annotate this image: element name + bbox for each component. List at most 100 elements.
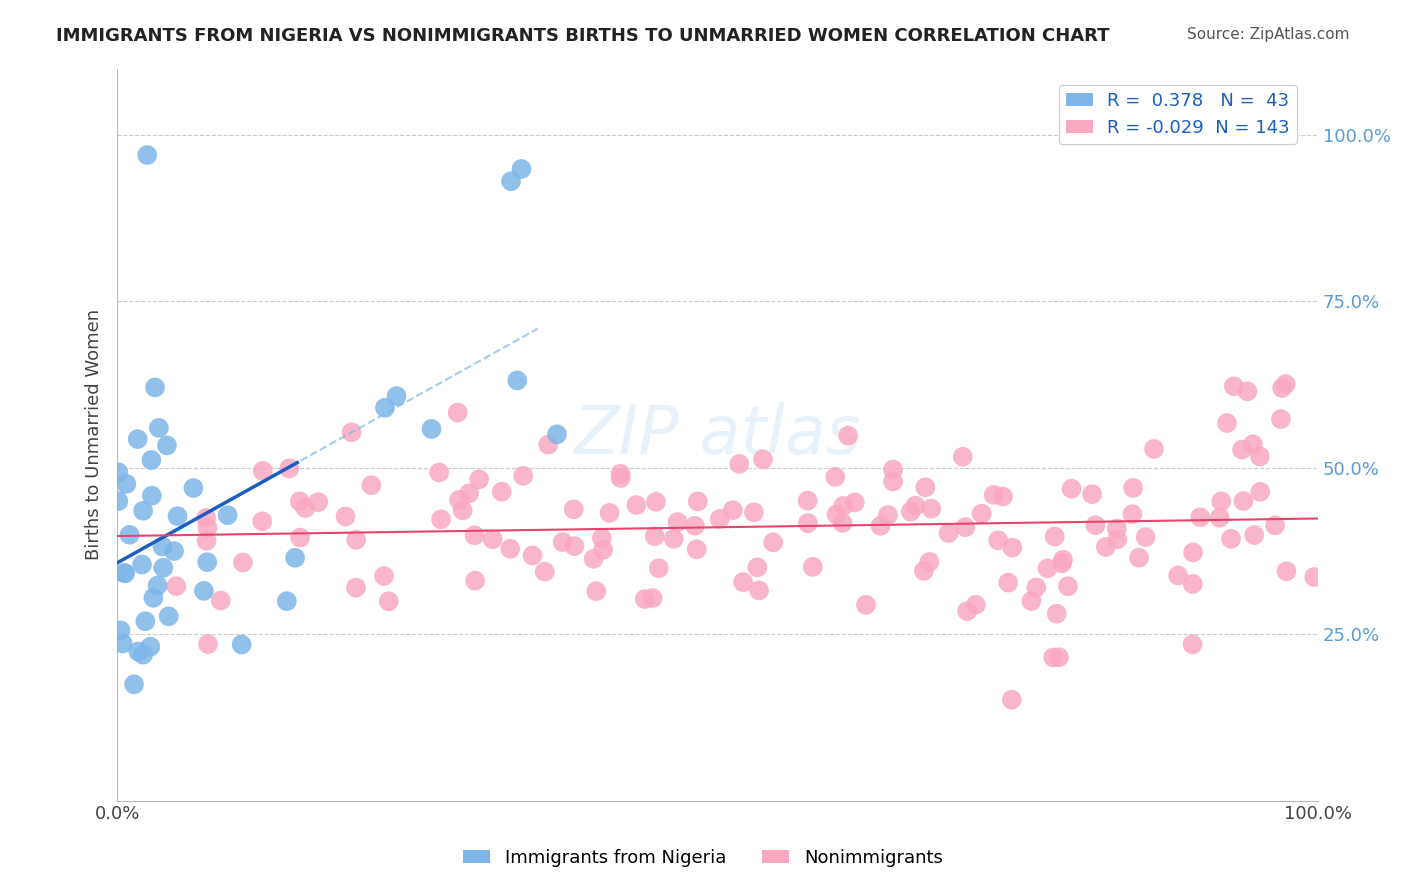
Point	[152, 560, 174, 574]
Point	[644, 529, 666, 543]
Point	[987, 533, 1010, 548]
Point	[748, 583, 770, 598]
Point	[683, 518, 706, 533]
Point	[938, 526, 960, 541]
Point	[900, 505, 922, 519]
Point	[645, 495, 668, 509]
Point	[551, 535, 574, 549]
Point	[193, 583, 215, 598]
Point	[183, 481, 205, 495]
Point	[499, 174, 522, 188]
Point	[114, 566, 136, 581]
Point	[464, 574, 486, 588]
Point	[110, 624, 132, 638]
Point	[1209, 510, 1232, 524]
Point	[1107, 533, 1129, 547]
Point	[288, 494, 311, 508]
Point	[150, 540, 173, 554]
Point	[585, 584, 607, 599]
Point	[641, 591, 664, 605]
Point	[195, 533, 218, 548]
Point	[918, 555, 941, 569]
Point	[195, 511, 218, 525]
Point	[1220, 532, 1243, 546]
Point	[430, 512, 453, 526]
Point	[1001, 541, 1024, 555]
Point	[920, 501, 942, 516]
Point	[1249, 450, 1271, 464]
Point	[1122, 481, 1144, 495]
Point	[447, 405, 470, 419]
Point	[115, 476, 138, 491]
Point	[686, 494, 709, 508]
Point	[1249, 484, 1271, 499]
Point	[197, 637, 219, 651]
Point	[131, 558, 153, 572]
Point	[1025, 581, 1047, 595]
Point	[1181, 577, 1204, 591]
Point	[1052, 553, 1074, 567]
Point	[156, 438, 179, 452]
Point	[278, 461, 301, 475]
Point	[983, 488, 1005, 502]
Point	[1232, 494, 1254, 508]
Point	[991, 490, 1014, 504]
Point	[970, 507, 993, 521]
Point	[252, 514, 274, 528]
Point	[148, 421, 170, 435]
Point	[134, 614, 156, 628]
Point	[146, 578, 169, 592]
Point	[252, 464, 274, 478]
Point	[1128, 550, 1150, 565]
Point	[1223, 379, 1246, 393]
Point	[1143, 442, 1166, 456]
Point	[127, 644, 149, 658]
Point	[855, 598, 877, 612]
Point	[458, 486, 481, 500]
Point	[136, 148, 159, 162]
Point	[276, 594, 298, 608]
Point	[1274, 377, 1296, 392]
Point	[824, 470, 846, 484]
Point	[797, 516, 820, 530]
Point	[1189, 510, 1212, 524]
Point	[1021, 594, 1043, 608]
Point	[481, 532, 503, 546]
Point	[522, 549, 544, 563]
Point	[141, 489, 163, 503]
Point	[1046, 607, 1069, 621]
Point	[163, 544, 186, 558]
Point	[662, 532, 685, 546]
Point	[1230, 442, 1253, 457]
Point	[599, 506, 621, 520]
Point	[506, 374, 529, 388]
Point	[1084, 518, 1107, 533]
Point	[385, 389, 408, 403]
Point	[869, 519, 891, 533]
Point	[1121, 507, 1143, 521]
Point	[562, 502, 585, 516]
Point	[451, 503, 474, 517]
Point	[1081, 487, 1104, 501]
Point	[914, 480, 936, 494]
Point	[166, 509, 188, 524]
Point	[373, 569, 395, 583]
Point	[1270, 412, 1292, 426]
Point	[344, 581, 367, 595]
Point	[733, 575, 755, 590]
Point	[1243, 528, 1265, 542]
Point	[217, 508, 239, 523]
Point	[546, 427, 568, 442]
Point	[1135, 530, 1157, 544]
Point	[1271, 381, 1294, 395]
Legend: Immigrants from Nigeria, Nonimmigrants: Immigrants from Nigeria, Nonimmigrants	[456, 842, 950, 874]
Point	[374, 401, 396, 415]
Text: IMMIGRANTS FROM NIGERIA VS NONIMMIGRANTS BIRTHS TO UNMARRIED WOMEN CORRELATION C: IMMIGRANTS FROM NIGERIA VS NONIMMIGRANTS…	[56, 27, 1109, 45]
Point	[232, 556, 254, 570]
Point	[832, 499, 855, 513]
Point	[165, 579, 187, 593]
Point	[801, 559, 824, 574]
Point	[1167, 568, 1189, 582]
Point	[118, 528, 141, 542]
Point	[956, 604, 979, 618]
